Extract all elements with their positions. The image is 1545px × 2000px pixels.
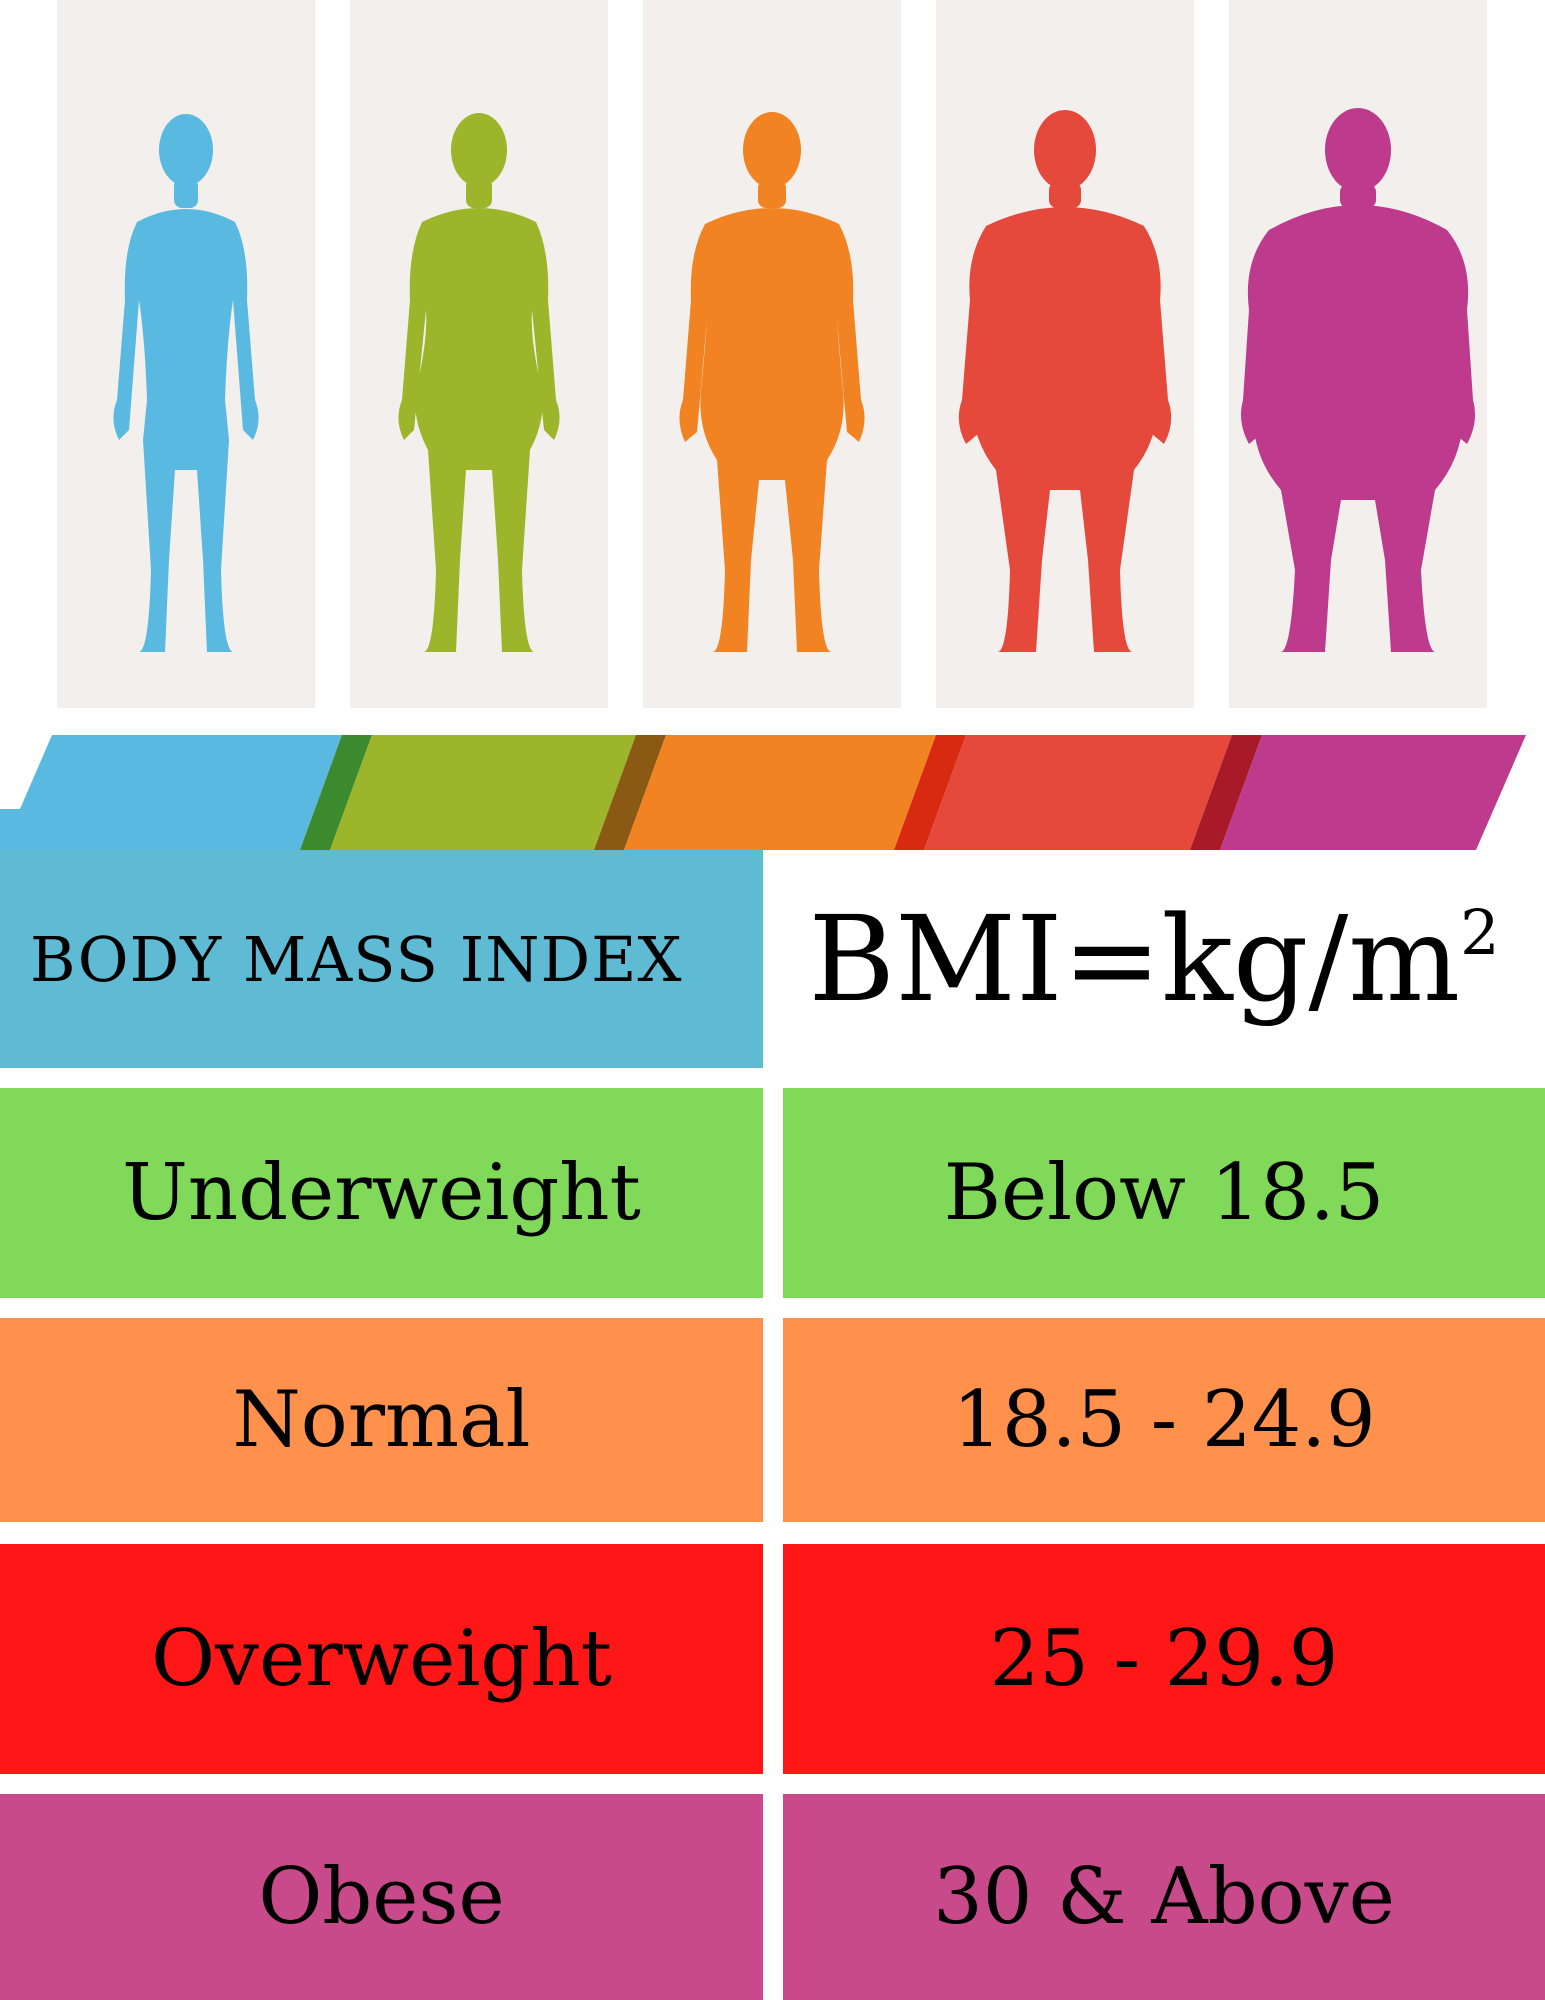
bmi-color-stripe (0, 735, 1545, 850)
range-cell-underweight: Below 18.5 (783, 1088, 1545, 1298)
category-label: Underweight (122, 1148, 641, 1238)
category-cell-overweight: Overweight (0, 1544, 763, 1774)
figure-panel-3 (643, 0, 901, 708)
category-label: Normal (232, 1375, 531, 1465)
range-label: 18.5 - 24.9 (952, 1375, 1376, 1465)
category-label: Obese (258, 1852, 505, 1942)
category-cell-underweight: Underweight (0, 1088, 763, 1298)
range-label: 30 & Above (933, 1852, 1395, 1942)
slim-woman-silhouette-icon (113, 114, 259, 652)
bmi-formula: BMI=kg/m2 (808, 890, 1499, 1028)
page-title: BODY MASS INDEX (30, 922, 683, 996)
obese-woman-silhouette-icon (1241, 108, 1475, 652)
range-label: 25 - 29.9 (989, 1614, 1339, 1704)
figure-panel-5 (1229, 0, 1487, 708)
formula-base: BMI=kg/m (808, 890, 1461, 1028)
category-cell-normal: Normal (0, 1318, 763, 1522)
figure-panel-2 (350, 0, 608, 708)
formula-cell: BMI=kg/m2 (763, 850, 1545, 1068)
range-cell-obese: 30 & Above (783, 1794, 1545, 2000)
overweight-woman-silhouette-icon (679, 112, 865, 652)
range-label: Below 18.5 (943, 1148, 1385, 1238)
category-label: Overweight (151, 1614, 612, 1704)
figure-panel-1 (57, 0, 315, 708)
figure-panel-4 (936, 0, 1194, 708)
normal-woman-silhouette-icon (398, 113, 560, 652)
category-cell-obese: Obese (0, 1794, 763, 2000)
range-cell-overweight: 25 - 29.9 (783, 1544, 1545, 1774)
range-cell-normal: 18.5 - 24.9 (783, 1318, 1545, 1522)
formula-exponent: 2 (1460, 896, 1500, 969)
heavy-woman-silhouette-icon (958, 110, 1172, 652)
title-cell: BODY MASS INDEX (0, 850, 763, 1068)
